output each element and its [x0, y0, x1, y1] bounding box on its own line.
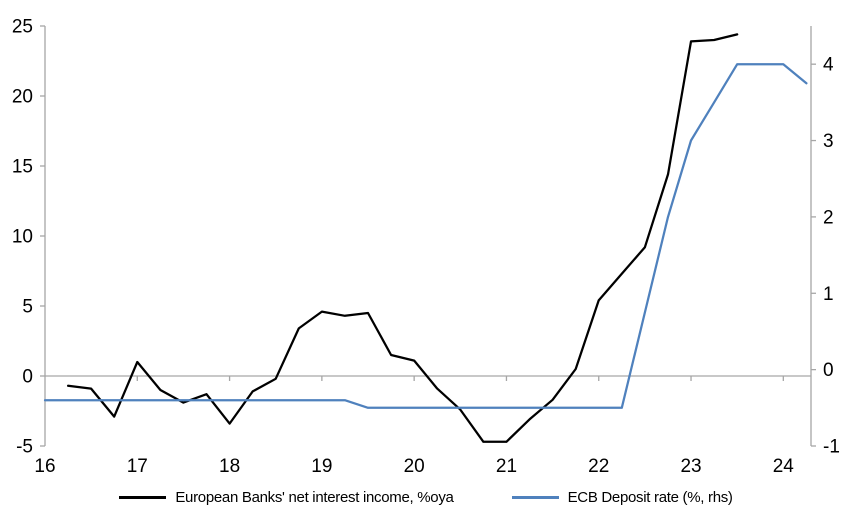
- chart-legend: European Banks' net interest income, %oy…: [0, 489, 852, 506]
- left-axis-tick-label: -5: [16, 437, 33, 458]
- x-axis-tick-label: 18: [219, 456, 240, 477]
- legend-item-net-interest-income: European Banks' net interest income, %oy…: [119, 489, 454, 506]
- x-axis-tick-label: 21: [496, 456, 517, 477]
- left-axis-tick-label: 20: [12, 87, 33, 108]
- x-axis-tick-label: 24: [773, 456, 795, 477]
- left-axis-tick-label: 25: [12, 17, 33, 38]
- black-line-sample-icon: [119, 496, 167, 499]
- x-axis-tick-label: 20: [404, 456, 425, 477]
- left-axis-tick-label: 0: [22, 367, 33, 388]
- x-axis-tick-label: 17: [127, 456, 148, 477]
- x-axis-tick-label: 23: [680, 456, 701, 477]
- x-axis-tick-label: 19: [311, 456, 332, 477]
- legend-item-ecb-deposit-rate: ECB Deposit rate (%, rhs): [511, 489, 733, 506]
- right-axis-tick-label: 4: [823, 55, 834, 76]
- right-axis-tick-label: 0: [823, 360, 834, 381]
- right-axis-tick-label: 2: [823, 207, 834, 228]
- x-axis-tick-label: 16: [34, 456, 55, 477]
- left-axis-tick-label: 15: [12, 157, 33, 178]
- right-axis-tick-label: -1: [823, 437, 840, 458]
- series-ecb-deposit-rate-line: [43, 63, 808, 409]
- series-net-interest-income-line: [66, 33, 739, 443]
- left-axis-tick-label: 5: [22, 297, 33, 318]
- legend-label-ecb-deposit-rate: ECB Deposit rate (%, rhs): [567, 489, 733, 506]
- legend-label-net-interest-income: European Banks' net interest income, %oy…: [175, 489, 454, 506]
- right-axis-tick-label: 1: [823, 284, 834, 305]
- right-axis-tick-label: 3: [823, 131, 834, 152]
- blue-line-sample-icon: [511, 496, 559, 499]
- left-axis-tick-label: 10: [12, 227, 33, 248]
- x-axis-tick-label: 22: [588, 456, 609, 477]
